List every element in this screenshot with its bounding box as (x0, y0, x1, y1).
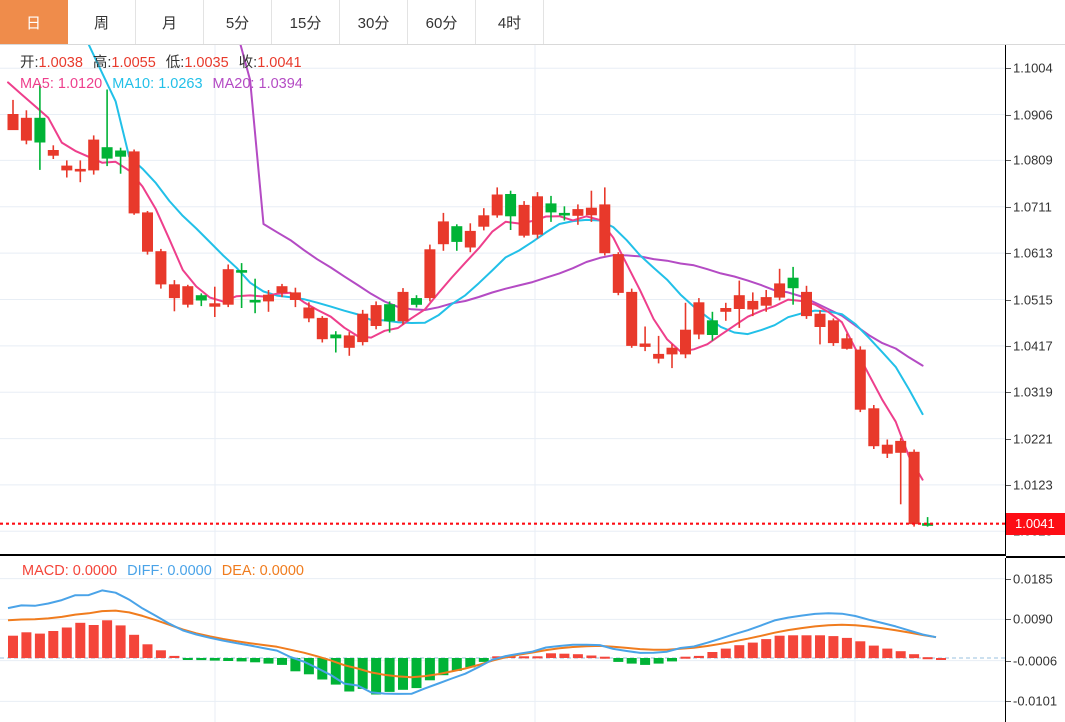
last-price-value: 1.0041 (1015, 516, 1055, 532)
macd-chart-panel[interactable] (0, 558, 1006, 722)
tab-60min[interactable]: 60分 (408, 0, 476, 44)
panel-separator (1006, 556, 1065, 558)
price-axis-tick (1006, 68, 1011, 70)
price-axis-tick (1006, 160, 1011, 162)
price-axis-tick-label: 1.0123 (1013, 477, 1053, 493)
macd-axis-tick (1006, 701, 1011, 703)
price-axis-tick-label: 1.0711 (1013, 199, 1052, 215)
price-axis-tick (1006, 345, 1011, 347)
price-axis-tick-label: 1.0515 (1013, 292, 1053, 307)
price-axis-tick-label: 1.0906 (1013, 107, 1053, 123)
price-axis-tick (1006, 484, 1011, 486)
price-axis-tick (1006, 438, 1011, 440)
macd-axis-tick-label: -0.0101 (1013, 693, 1058, 709)
price-chart-panel[interactable] (0, 45, 1006, 556)
timeframe-tabbar: 日 周 月 5分 15分 30分 60分 4时 (0, 0, 1065, 45)
macd-axis-tick-label: 0.0185 (1013, 571, 1053, 587)
tab-label: 4时 (497, 14, 522, 32)
tab-label: 月 (161, 14, 177, 32)
macd-plot (0, 558, 1005, 722)
tab-day[interactable]: 日 (0, 0, 68, 44)
tab-4hour[interactable]: 4时 (476, 0, 544, 44)
macd-axis-tick (1006, 660, 1011, 662)
macd-axis-tick-label: -0.0006 (1013, 653, 1058, 669)
candlestick-plot (0, 45, 1005, 554)
price-axis-tick-label: 1.0221 (1013, 431, 1053, 447)
price-axis-tick (1006, 392, 1011, 394)
tab-30min[interactable]: 30分 (340, 0, 408, 44)
tab-week[interactable]: 周 (68, 0, 136, 44)
price-axis-tick (1006, 299, 1011, 301)
price-axis-tick-label: 1.0417 (1013, 338, 1053, 354)
last-price-tag: 1.0041 (1006, 512, 1065, 535)
tab-15min[interactable]: 15分 (272, 0, 340, 44)
tab-label: 周 (93, 14, 109, 32)
price-axis-tick (1006, 253, 1011, 255)
tab-label: 日 (25, 14, 41, 32)
macd-axis-tick (1006, 619, 1011, 621)
tab-label: 5分 (225, 14, 250, 32)
price-axis-tick-label: 1.0613 (1013, 245, 1053, 261)
price-axis-tick-label: 1.1004 (1013, 60, 1053, 76)
tab-5min[interactable]: 5分 (204, 0, 272, 44)
price-axis-tick-label: 1.0319 (1013, 384, 1053, 400)
price-axis-tick-label: 1.0809 (1013, 152, 1053, 168)
tab-month[interactable]: 月 (136, 0, 204, 44)
price-axis-tick (1006, 206, 1011, 208)
tab-label: 30分 (357, 14, 390, 32)
price-axis: 1.1004 1.0906 1.0809 1.0711 1.0613 1.0515 1.04… (1006, 45, 1065, 722)
macd-axis-tick (1006, 578, 1011, 580)
tab-label: 15分 (289, 14, 322, 32)
tabbar-filler (544, 0, 1065, 44)
price-axis-tick (1006, 114, 1011, 116)
macd-axis-tick-label: 0.0090 (1013, 611, 1053, 627)
tab-label: 60分 (425, 14, 458, 32)
